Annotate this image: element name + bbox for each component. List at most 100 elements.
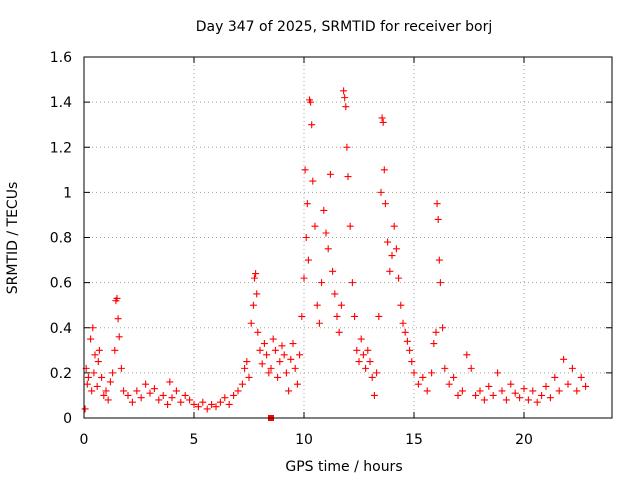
data-point bbox=[293, 380, 301, 388]
data-point bbox=[364, 346, 372, 354]
data-point bbox=[399, 319, 407, 327]
data-point bbox=[241, 364, 249, 372]
data-point bbox=[91, 351, 99, 359]
data-point bbox=[234, 387, 242, 395]
data-point bbox=[307, 98, 315, 106]
data-point bbox=[159, 391, 167, 399]
data-point bbox=[133, 387, 141, 395]
data-point bbox=[450, 373, 458, 381]
plot-frame bbox=[83, 56, 613, 419]
data-point bbox=[494, 369, 502, 377]
data-point bbox=[168, 394, 176, 402]
data-point bbox=[311, 222, 319, 230]
data-point bbox=[511, 389, 519, 397]
data-point bbox=[301, 166, 309, 174]
data-point bbox=[88, 387, 96, 395]
data-point bbox=[502, 396, 510, 404]
data-point bbox=[249, 301, 257, 309]
data-point bbox=[555, 387, 563, 395]
data-point bbox=[128, 398, 136, 406]
data-point bbox=[221, 394, 229, 402]
data-point bbox=[331, 290, 339, 298]
x-tick-labels: 0 5 10 15 20 bbox=[80, 432, 533, 448]
data-point bbox=[109, 369, 117, 377]
data-point bbox=[346, 222, 354, 230]
data-point bbox=[260, 340, 268, 348]
data-point bbox=[203, 405, 211, 413]
data-point bbox=[278, 342, 286, 350]
data-point bbox=[373, 369, 381, 377]
data-point bbox=[269, 335, 277, 343]
data-point bbox=[100, 391, 108, 399]
data-point bbox=[351, 312, 359, 320]
data-point bbox=[388, 252, 396, 260]
data-point bbox=[333, 312, 341, 320]
data-point bbox=[463, 351, 471, 359]
data-point bbox=[114, 315, 122, 323]
data-point bbox=[289, 340, 297, 348]
data-point bbox=[142, 380, 150, 388]
x-tick-label: 20 bbox=[515, 432, 533, 448]
data-point bbox=[308, 121, 316, 129]
data-point bbox=[83, 380, 91, 388]
data-point bbox=[564, 380, 572, 388]
data-point bbox=[551, 373, 559, 381]
data-point bbox=[194, 403, 202, 411]
data-point bbox=[480, 396, 488, 404]
data-point bbox=[186, 396, 194, 404]
y-tick-label: 1 bbox=[63, 185, 72, 201]
y-tick-label: 0.4 bbox=[50, 321, 72, 337]
data-point bbox=[434, 215, 442, 223]
data-point bbox=[560, 355, 568, 363]
data-point bbox=[81, 405, 89, 413]
data-point bbox=[216, 398, 224, 406]
data-point bbox=[98, 373, 106, 381]
grid-lines bbox=[84, 57, 612, 418]
data-point bbox=[247, 319, 255, 327]
data-point bbox=[326, 170, 334, 178]
data-point bbox=[472, 391, 480, 399]
data-point bbox=[445, 380, 453, 388]
data-point bbox=[348, 279, 356, 287]
data-point bbox=[303, 200, 311, 208]
data-point bbox=[538, 391, 546, 399]
data-point bbox=[208, 400, 216, 408]
data-point bbox=[337, 301, 345, 309]
data-point bbox=[258, 360, 266, 368]
data-point bbox=[370, 391, 378, 399]
data-point bbox=[254, 328, 262, 336]
data-point bbox=[344, 173, 352, 181]
data-point bbox=[89, 324, 97, 332]
data-point bbox=[265, 369, 273, 377]
data-point bbox=[102, 387, 110, 395]
data-point bbox=[313, 301, 321, 309]
data-point bbox=[117, 364, 125, 372]
data-point bbox=[353, 346, 361, 354]
data-point bbox=[435, 256, 443, 264]
data-point bbox=[199, 398, 207, 406]
data-point bbox=[507, 380, 515, 388]
data-point bbox=[341, 94, 349, 102]
data-point bbox=[296, 351, 304, 359]
y-tick-label: 0.8 bbox=[50, 231, 72, 247]
data-point bbox=[403, 337, 411, 345]
data-point bbox=[120, 387, 128, 395]
x-tick-label: 10 bbox=[295, 432, 313, 448]
chart-title: Day 347 of 2025, SRMTID for receiver bor… bbox=[196, 19, 493, 35]
data-point bbox=[423, 387, 431, 395]
data-point bbox=[150, 385, 158, 393]
data-point bbox=[379, 118, 387, 126]
data-point bbox=[287, 355, 295, 363]
data-point bbox=[542, 382, 550, 390]
data-point bbox=[291, 364, 299, 372]
data-point bbox=[410, 369, 418, 377]
data-point bbox=[428, 369, 436, 377]
data-point bbox=[529, 387, 537, 395]
data-point bbox=[302, 234, 310, 241]
data-point bbox=[225, 400, 233, 408]
data-point bbox=[359, 351, 367, 359]
data-point bbox=[166, 378, 174, 386]
data-point bbox=[568, 364, 576, 372]
data-point bbox=[378, 114, 386, 122]
